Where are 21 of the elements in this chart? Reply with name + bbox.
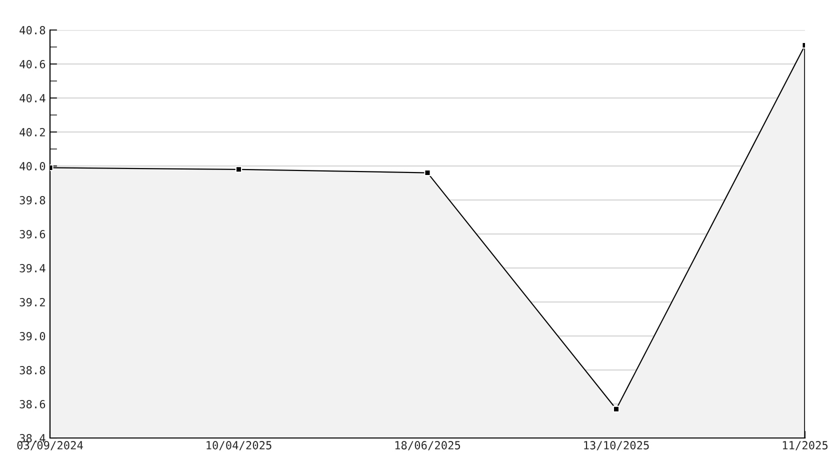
- y-tick-label: 40.6: [20, 60, 46, 68]
- y-tick-label: 39.8: [20, 196, 46, 204]
- point: [235, 166, 242, 173]
- point: [424, 170, 431, 176]
- y-tick-label: 39.0: [20, 332, 46, 340]
- y-tick-label: 39.2: [20, 298, 45, 306]
- y-tick-label: 40.4: [20, 94, 46, 102]
- y-tick-label: 39.4: [20, 264, 46, 272]
- point: [612, 406, 620, 412]
- y-tick-label: 40.0: [20, 162, 46, 170]
- x-tick-label: 03/09/2024: [17, 441, 83, 450]
- y-tick-label: 40.8: [20, 26, 46, 34]
- x-tick-label: 11/2025: [782, 441, 828, 450]
- y-tick-label: 38.6: [20, 400, 46, 408]
- y-tick-label: 40.2: [20, 128, 45, 136]
- x-tick-label: 18/06/2025: [395, 441, 460, 450]
- y-tick-label: 39.6: [20, 230, 46, 238]
- x-tick-label: 10/04/2025: [206, 441, 272, 450]
- y-tick-label: 38.4: [20, 434, 46, 442]
- y-tick-label: 38.8: [20, 366, 46, 374]
- x-tick-label: 13/10/2025: [584, 441, 649, 450]
